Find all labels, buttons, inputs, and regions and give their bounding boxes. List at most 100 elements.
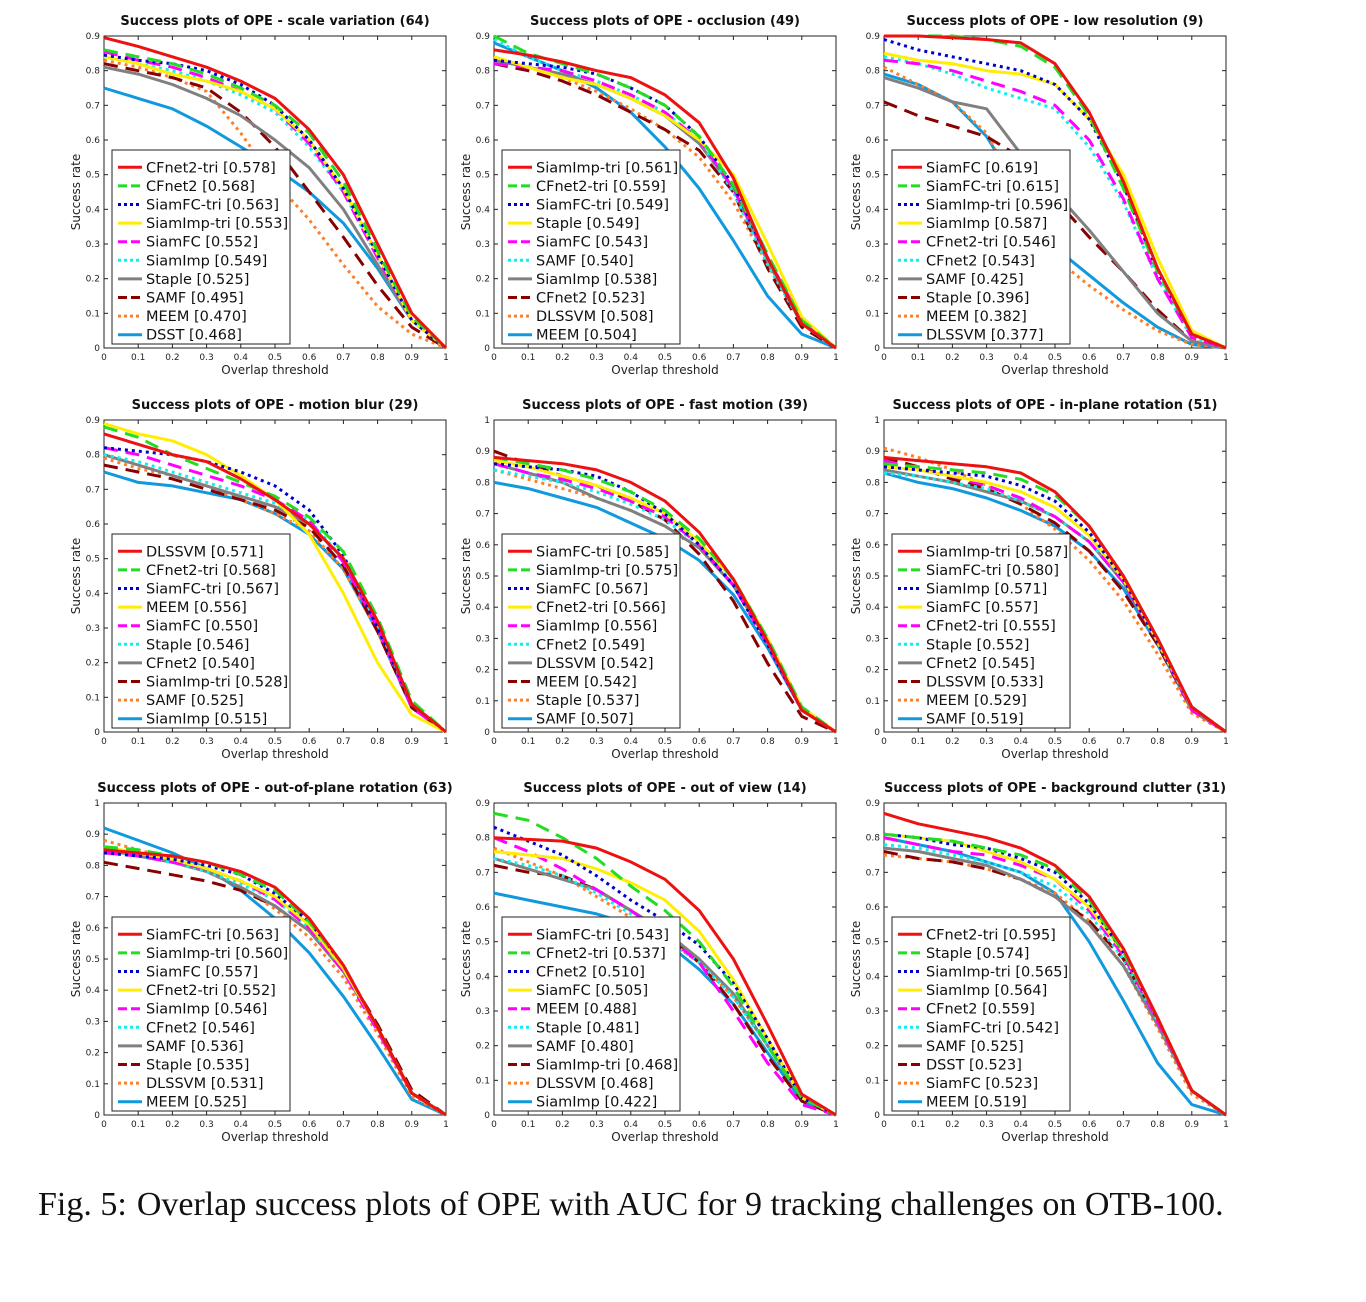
legend-entry: DLSSVM [0.531] — [146, 1076, 264, 1092]
y-axis-label: Success rate — [69, 538, 83, 615]
legend-entry: CFnet2 [0.543] — [926, 253, 1035, 269]
x-tick-label: 0.8 — [760, 1120, 775, 1130]
x-tick-label: 0.5 — [1048, 737, 1062, 747]
x-tick-label: 0.7 — [336, 1120, 350, 1130]
legend-entry: SiamImp-tri [0.553] — [146, 216, 288, 232]
legend-entry: MEEM [0.382] — [926, 309, 1027, 325]
y-tick-label: 0.3 — [476, 240, 490, 250]
x-tick-label: 0.6 — [692, 737, 707, 747]
legend-entry: SiamFC-tri [0.615] — [926, 179, 1059, 195]
y-tick-label: 0.7 — [86, 101, 100, 111]
y-tick-label: 0 — [94, 344, 100, 354]
series-line-3 — [883, 832, 1227, 1117]
x-tick-label: 0.9 — [795, 353, 810, 363]
series-line-2 — [493, 811, 837, 1117]
x-tick-label: 0.8 — [760, 353, 775, 363]
legend-entry: CFnet2 [0.568] — [146, 179, 255, 195]
success-plot-3: Success plots of OPE - low resolution (9… — [849, 14, 1229, 377]
x-tick-label: 0 — [101, 737, 107, 747]
legend-entry: CFnet2 [0.546] — [146, 1020, 255, 1036]
x-tick-label: 0.6 — [692, 353, 707, 363]
legend-entry: SiamFC-tri [0.567] — [146, 582, 279, 598]
y-tick-label: 0.9 — [86, 416, 101, 426]
x-tick-label: 0.4 — [1014, 737, 1029, 747]
x-tick-label: 0 — [491, 353, 497, 363]
x-tick-label: 0.7 — [1116, 1120, 1130, 1130]
series-line-3 — [883, 465, 1227, 734]
x-axis-label: Overlap threshold — [1001, 363, 1109, 377]
legend-entry: SiamImp [0.587] — [926, 216, 1047, 232]
x-tick-label: 0.3 — [979, 737, 993, 747]
legend-entry: CFnet2-tri [0.559] — [536, 179, 666, 195]
y-tick-label: 0.4 — [476, 603, 491, 613]
legend-entry: SiamFC-tri [0.585] — [536, 544, 669, 560]
x-tick-label: 0.9 — [1185, 737, 1200, 747]
x-tick-label: 0.7 — [726, 1120, 740, 1130]
y-tick-label: 0.3 — [86, 1017, 100, 1027]
x-tick-label: 0.5 — [658, 1120, 672, 1130]
y-tick-label: 0.1 — [476, 1076, 490, 1086]
y-tick-label: 0.9 — [476, 799, 491, 809]
y-tick-label: 0.8 — [866, 478, 881, 488]
x-tick-label: 0.4 — [624, 1120, 639, 1130]
chart-title: Success plots of OPE - background clutte… — [884, 781, 1226, 796]
chart-title: Success plots of OPE - out-of-plane rota… — [97, 781, 452, 796]
y-tick-label: 0 — [94, 728, 100, 738]
y-tick-label: 0.4 — [476, 972, 491, 982]
success-plot-5: Success plots of OPE - fast motion (39) 0… — [459, 398, 839, 761]
legend: CFnet2-tri [0.578] CFnet2 [0.568] SiamFC-t… — [111, 149, 291, 345]
legend-entry: CFnet2-tri [0.566] — [536, 600, 666, 616]
legend-entry: MEEM [0.525] — [146, 1095, 247, 1111]
y-tick-label: 0.7 — [866, 868, 880, 878]
series-line-8 — [103, 463, 447, 734]
y-axis-label: Success rate — [849, 154, 863, 231]
legend-entry: CFnet2 [0.523] — [536, 291, 645, 307]
x-tick-label: 0.1 — [521, 1120, 535, 1130]
success-plot-8: Success plots of OPE - out of view (14) 0… — [459, 781, 839, 1144]
y-tick-label: 0.1 — [476, 309, 490, 319]
y-tick-label: 0.9 — [86, 830, 101, 840]
legend-entry: MEEM [0.504] — [536, 328, 637, 344]
series-line-8 — [493, 449, 837, 734]
x-tick-label: 0.7 — [1116, 737, 1130, 747]
x-tick-label: 0.8 — [370, 353, 385, 363]
x-tick-label: 0.9 — [405, 353, 420, 363]
y-tick-label: 0.8 — [476, 834, 491, 844]
legend-entry: SiamFC [0.619] — [926, 160, 1038, 176]
series-line-1 — [103, 432, 447, 734]
legend: DLSSVM [0.571] CFnet2-tri [0.568] SiamFC-t… — [111, 533, 291, 729]
series-line-3 — [103, 53, 447, 350]
x-tick-label: 0 — [491, 737, 497, 747]
legend-entry: SiamImp-tri [0.596] — [926, 198, 1068, 214]
series-line-2 — [493, 455, 837, 734]
x-tick-label: 0 — [491, 1120, 497, 1130]
y-axis-label: Success rate — [459, 921, 473, 998]
x-tick-label: 0.1 — [911, 737, 925, 747]
legend-entry: MEEM [0.542] — [536, 675, 637, 691]
legend-entry: DLSSVM [0.468] — [536, 1076, 654, 1092]
legend-entry: Staple [0.535] — [146, 1058, 249, 1074]
x-tick-label: 0.3 — [199, 353, 213, 363]
x-tick-label: 0.5 — [268, 1120, 282, 1130]
legend-entry: CFnet2 [0.559] — [926, 1002, 1035, 1018]
legend-box — [891, 149, 1071, 345]
x-tick-label: 0.5 — [268, 737, 282, 747]
x-tick-label: 0.2 — [945, 737, 959, 747]
legend-entry: SiamFC [0.567] — [536, 582, 648, 598]
series-line-2 — [493, 34, 837, 350]
y-tick-label: 0.1 — [866, 309, 880, 319]
series-line-3 — [883, 38, 1227, 350]
legend-entry: SiamFC-tri [0.563] — [146, 198, 279, 214]
x-tick-label: 0.5 — [1048, 1120, 1062, 1130]
x-tick-label: 0.5 — [658, 353, 672, 363]
y-tick-label: 0.5 — [86, 171, 100, 181]
legend-entry: SiamImp [0.515] — [146, 712, 267, 728]
legend: SiamFC-tri [0.543] CFnet2-tri [0.537] CFne… — [501, 916, 681, 1112]
y-tick-label: 0 — [874, 728, 880, 738]
x-tick-label: 0.9 — [795, 737, 810, 747]
x-tick-label: 0.3 — [589, 353, 603, 363]
x-tick-label: 0.6 — [1082, 353, 1097, 363]
y-tick-label: 0.4 — [86, 986, 101, 996]
y-tick-label: 0.9 — [476, 32, 491, 42]
chart-title: Success plots of OPE - fast motion (39) — [522, 398, 808, 413]
